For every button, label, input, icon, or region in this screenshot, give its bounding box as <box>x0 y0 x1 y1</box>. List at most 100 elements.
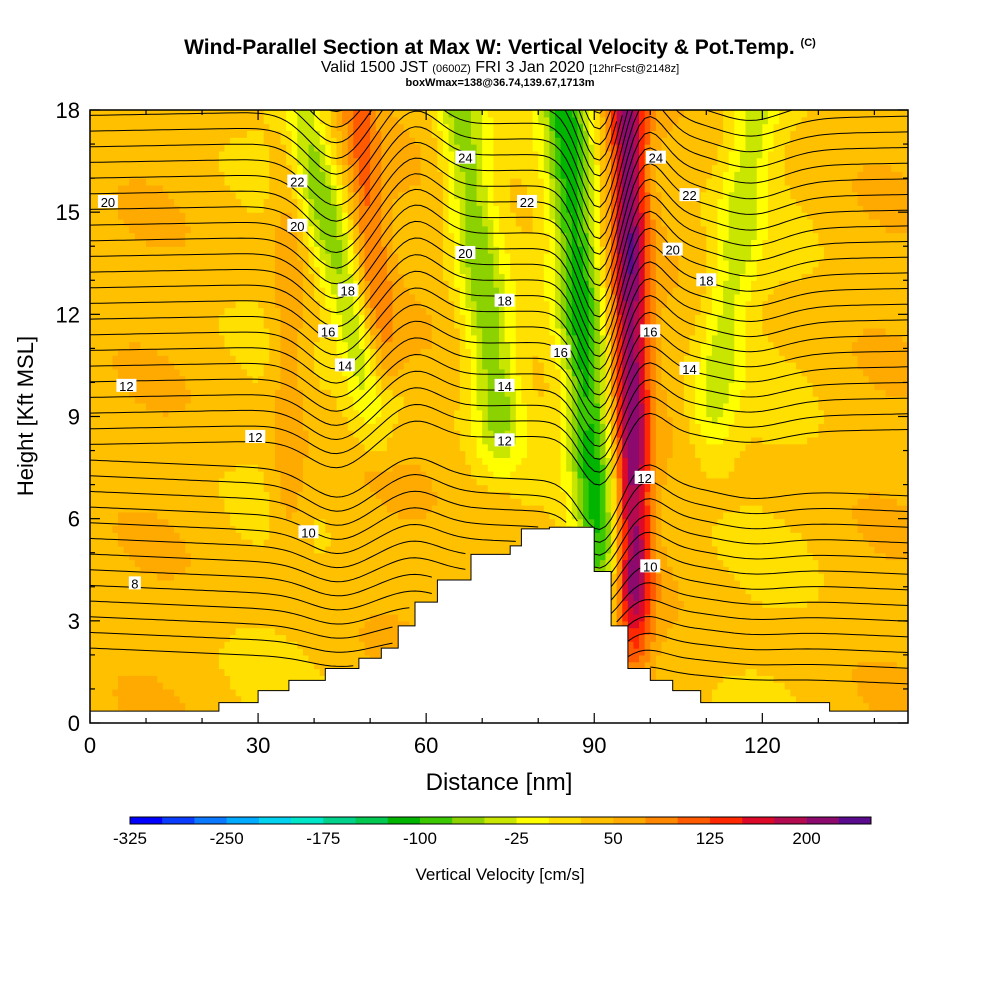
velocity-cell <box>174 355 181 363</box>
velocity-cell <box>112 661 119 670</box>
velocity-cell <box>269 239 276 247</box>
velocity-cell <box>252 539 259 547</box>
velocity-cell <box>95 341 102 349</box>
velocity-cell <box>168 450 175 458</box>
velocity-cell <box>134 198 142 206</box>
velocity-cell <box>258 505 265 513</box>
velocity-cell <box>314 450 321 458</box>
velocity-cell <box>297 477 304 486</box>
velocity-cell <box>375 396 382 404</box>
velocity-cell <box>297 266 304 275</box>
velocity-cell <box>246 402 254 411</box>
velocity-cell <box>258 327 265 336</box>
velocity-cell <box>90 491 97 499</box>
velocity-cell <box>342 110 349 118</box>
velocity-cell <box>381 525 388 533</box>
velocity-cell <box>185 218 192 227</box>
velocity-cell <box>308 253 315 261</box>
velocity-cell <box>353 341 360 349</box>
velocity-cell <box>314 307 321 315</box>
velocity-cell <box>168 634 175 642</box>
velocity-cell <box>319 614 326 622</box>
velocity-cell <box>269 511 276 520</box>
velocity-cell <box>218 259 226 268</box>
velocity-cell <box>224 464 231 472</box>
velocity-cell <box>134 511 142 520</box>
velocity-cell <box>230 246 237 254</box>
velocity-cell <box>162 620 170 629</box>
velocity-cell <box>347 327 354 336</box>
velocity-cell <box>95 130 102 138</box>
velocity-cell <box>252 239 259 247</box>
velocity-cell <box>386 409 394 418</box>
velocity-cell <box>140 191 147 200</box>
velocity-cell <box>157 287 164 295</box>
velocity-cell <box>101 668 108 676</box>
velocity-cell <box>370 579 377 588</box>
velocity-cell <box>185 144 192 152</box>
velocity-cell <box>112 300 119 309</box>
velocity-cell <box>174 382 181 390</box>
velocity-cell <box>258 470 265 479</box>
velocity-cell <box>336 348 343 356</box>
velocity-cell <box>213 532 220 540</box>
velocity-cell <box>123 259 130 268</box>
velocity-cell <box>202 675 209 683</box>
velocity-cell <box>358 218 366 227</box>
velocity-cell <box>146 218 153 227</box>
velocity-cell <box>218 511 226 520</box>
velocity-cell <box>101 654 108 663</box>
velocity-cell <box>269 600 276 608</box>
velocity-cell <box>263 300 270 309</box>
velocity-cell <box>207 607 214 615</box>
velocity-cell <box>134 110 142 118</box>
velocity-cell <box>252 355 259 363</box>
velocity-cell <box>274 552 282 561</box>
velocity-cell <box>258 355 265 363</box>
velocity-cell <box>224 259 231 268</box>
velocity-cell <box>330 498 338 506</box>
velocity-cell <box>319 668 326 676</box>
velocity-cell <box>358 511 366 520</box>
velocity-cell <box>140 586 147 595</box>
velocity-cell <box>140 273 147 281</box>
velocity-cell <box>325 416 332 424</box>
velocity-cell <box>190 157 198 166</box>
velocity-cell <box>252 191 259 200</box>
velocity-cell <box>263 259 270 268</box>
velocity-cell <box>297 634 304 642</box>
velocity-cell <box>196 559 203 567</box>
velocity-cell <box>157 280 164 288</box>
velocity-cell <box>314 464 321 472</box>
velocity-cell <box>370 470 377 479</box>
velocity-cell <box>347 314 354 322</box>
velocity-cell <box>370 532 377 540</box>
velocity-cell <box>246 246 254 254</box>
velocity-cell <box>319 300 326 309</box>
velocity-cell <box>95 368 102 377</box>
velocity-cell <box>196 668 203 676</box>
velocity-cell <box>101 532 108 540</box>
velocity-cell <box>213 661 220 670</box>
velocity-cell <box>140 123 147 132</box>
velocity-cell <box>162 171 170 179</box>
velocity-cell <box>118 532 125 540</box>
velocity-cell <box>213 702 220 710</box>
velocity-cell <box>106 150 114 159</box>
velocity-cell <box>134 436 142 445</box>
velocity-cell <box>123 191 130 200</box>
velocity-cell <box>146 164 153 172</box>
velocity-cell <box>241 423 248 431</box>
velocity-cell <box>218 307 226 315</box>
velocity-cell <box>381 273 388 281</box>
velocity-cell <box>112 287 119 295</box>
velocity-cell <box>185 559 192 567</box>
velocity-cell <box>280 239 287 247</box>
velocity-cell <box>364 634 371 642</box>
velocity-cell <box>196 253 203 261</box>
velocity-cell <box>358 130 366 138</box>
velocity-cell <box>286 675 293 683</box>
velocity-cell <box>263 205 270 213</box>
velocity-cell <box>280 191 287 200</box>
velocity-cell <box>364 137 371 145</box>
